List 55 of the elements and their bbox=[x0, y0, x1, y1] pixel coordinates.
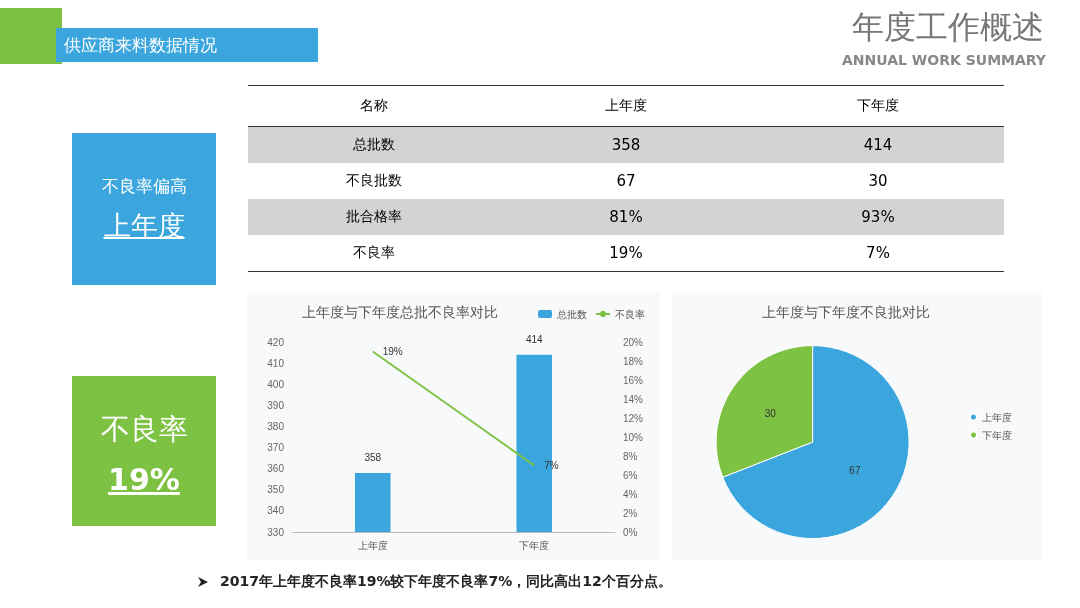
text: 30 bbox=[868, 172, 888, 190]
y-tick-label: 380 bbox=[267, 420, 285, 432]
category-label: 上年度 bbox=[604, 97, 648, 115]
y-tick-label: 340 bbox=[267, 505, 285, 517]
y2-tick-label: 2% bbox=[623, 507, 638, 519]
text: ANNUAL WORK SUMMARY bbox=[842, 52, 1046, 68]
y2-tick-label: 16% bbox=[623, 374, 644, 386]
y-tick-label: 330 bbox=[267, 526, 285, 538]
y2-tick-label: 8% bbox=[623, 450, 638, 462]
chart-title: 上年度与下年度不良批对比 bbox=[762, 304, 930, 320]
y-tick-label: 420 bbox=[267, 336, 285, 348]
y-tick-label: 360 bbox=[267, 463, 285, 475]
data-label: 30 bbox=[764, 407, 777, 419]
text: 19% bbox=[107, 462, 181, 497]
y2-tick-label: 20% bbox=[623, 336, 644, 348]
text: 2017年上年度不良率19%较下年度不良率7%，同比高出12个百分点。 bbox=[219, 573, 672, 591]
text: 414 bbox=[863, 136, 893, 154]
y-tick-label: 400 bbox=[267, 378, 285, 390]
data-label: 19% bbox=[382, 346, 403, 357]
category-label: 不良率 bbox=[353, 244, 395, 260]
text: 上年度 bbox=[102, 209, 186, 243]
data-label: 67 bbox=[849, 465, 861, 477]
legend-label: 下年度 bbox=[982, 429, 1012, 441]
text: 358 bbox=[611, 136, 641, 154]
text: 81% bbox=[609, 208, 643, 226]
data-label: 414 bbox=[525, 334, 544, 346]
legend-label: 总批数 bbox=[556, 308, 587, 320]
category-label: 下年度 bbox=[856, 97, 900, 115]
category-label: 名称 bbox=[359, 97, 389, 115]
category-label: 批合格率 bbox=[346, 208, 402, 224]
y2-tick-label: 0% bbox=[623, 526, 638, 538]
text: 不良率偏高 bbox=[100, 175, 188, 198]
text: 19% bbox=[609, 244, 643, 262]
text: 年度工作概述 bbox=[852, 7, 1044, 48]
y-tick-label: 350 bbox=[267, 484, 285, 496]
text: 不良率 bbox=[99, 411, 189, 448]
category-label: 不良批数 bbox=[346, 172, 402, 188]
y-tick-label: 370 bbox=[267, 442, 285, 454]
y2-tick-label: 10% bbox=[623, 431, 644, 443]
y2-tick-label: 14% bbox=[623, 393, 644, 405]
chart-title: 上年度与下年度总批不良率对比 bbox=[302, 304, 498, 320]
text: 67 bbox=[616, 172, 636, 190]
category-label: 总批数 bbox=[353, 136, 395, 152]
y2-tick-label: 18% bbox=[623, 355, 644, 367]
legend-label: 上年度 bbox=[982, 411, 1012, 423]
y2-tick-label: 12% bbox=[623, 412, 644, 424]
y-tick-label: 390 bbox=[267, 399, 285, 411]
y-tick-label: 410 bbox=[267, 357, 285, 369]
data-label: 358 bbox=[364, 452, 382, 464]
text: 供应商来料数据情况 bbox=[56, 28, 318, 62]
text: 7% bbox=[866, 244, 890, 262]
y2-tick-label: 4% bbox=[623, 488, 638, 500]
legend-label: 不良率 bbox=[615, 308, 645, 320]
text: 93% bbox=[861, 208, 895, 226]
y2-tick-label: 6% bbox=[623, 469, 638, 481]
